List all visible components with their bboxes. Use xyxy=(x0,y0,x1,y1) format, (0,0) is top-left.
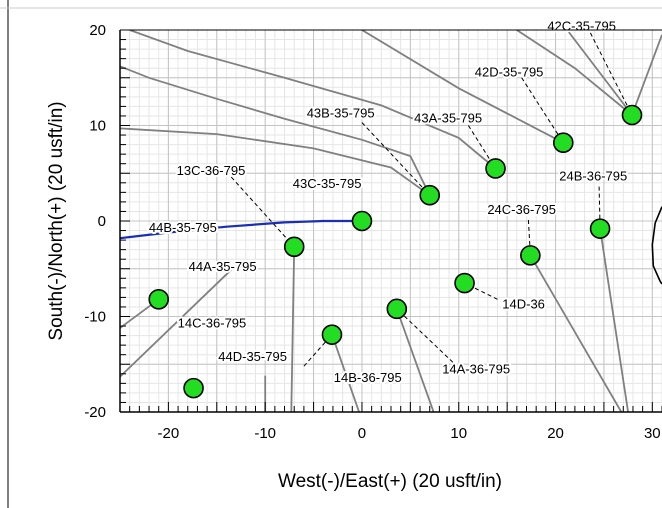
offset-well-path xyxy=(651,206,662,285)
well-label: 44A-35-795 xyxy=(189,259,257,274)
offset-well-path xyxy=(566,30,633,116)
well-label: 44D-35-795 xyxy=(218,349,287,364)
label-leader-line xyxy=(396,308,454,363)
well-label: 13C-36-795 xyxy=(177,163,246,178)
x-tick-label: 30 xyxy=(644,425,661,442)
well-marker xyxy=(520,245,541,266)
well-label: 24B-36-795 xyxy=(559,169,627,184)
offset-well-path xyxy=(331,334,360,412)
x-tick-label: -10 xyxy=(254,425,276,442)
x-tick-label: 10 xyxy=(450,425,467,442)
offset-well-path xyxy=(120,269,232,378)
well-marker xyxy=(589,218,611,239)
label-leader-line xyxy=(361,122,431,196)
label-leader-line xyxy=(589,32,633,116)
y-tick-label: 20 xyxy=(89,22,106,39)
well-label: 14C-36-795 xyxy=(178,316,247,331)
well-label: 24C-36-795 xyxy=(487,202,556,217)
label-leader-line xyxy=(521,77,564,143)
well-label: 43A-35-795 xyxy=(414,110,482,125)
offset-well-path xyxy=(129,30,497,170)
well-label: 44B-35-795 xyxy=(149,220,217,235)
well-marker xyxy=(454,272,475,294)
active-well-path xyxy=(120,219,362,240)
well-label: 14B-36-795 xyxy=(334,370,402,385)
offset-well-path xyxy=(120,65,431,196)
well-label: 42D-35-795 xyxy=(475,64,544,79)
y-tick-label: 10 xyxy=(89,118,106,135)
offset-well-path xyxy=(516,30,633,116)
y-tick-label: -10 xyxy=(84,309,106,326)
well-label: 43C-35-795 xyxy=(293,176,362,191)
well-marker xyxy=(419,184,441,206)
well-marker xyxy=(148,289,170,310)
offset-well-path xyxy=(395,308,435,412)
offset-well-path xyxy=(529,254,623,412)
offset-well-path xyxy=(290,246,296,412)
y-tick-label: -20 xyxy=(84,404,106,421)
well-marker xyxy=(552,132,574,153)
offset-well-path xyxy=(599,228,629,412)
well-marker xyxy=(351,210,373,232)
x-tick-label: 20 xyxy=(547,425,564,442)
offset-well-path xyxy=(631,34,662,116)
label-leader-line xyxy=(230,176,295,248)
x-tick-label: -20 xyxy=(158,425,180,442)
x-axis-title: West(-)/East(+) (20 usft/in) xyxy=(278,471,502,492)
well-marker xyxy=(485,158,506,179)
well-marker xyxy=(283,236,305,258)
well-marker xyxy=(183,377,204,399)
well-marker xyxy=(621,104,643,126)
offset-well-path xyxy=(361,30,564,144)
well-marker xyxy=(321,324,343,345)
well-label: 14D-36 xyxy=(502,296,545,311)
x-tick-label: 0 xyxy=(358,425,366,442)
offset-well-path xyxy=(120,127,431,196)
y-tick-label: 0 xyxy=(98,213,106,230)
well-label: 42C-35-795 xyxy=(547,19,616,34)
well-marker xyxy=(386,298,408,320)
well-label: 14A-36-795 xyxy=(442,361,510,376)
y-axis-title: South(-)/North(+) (20 usft/in) xyxy=(46,101,67,340)
well-label: 43B-35-795 xyxy=(307,105,375,120)
